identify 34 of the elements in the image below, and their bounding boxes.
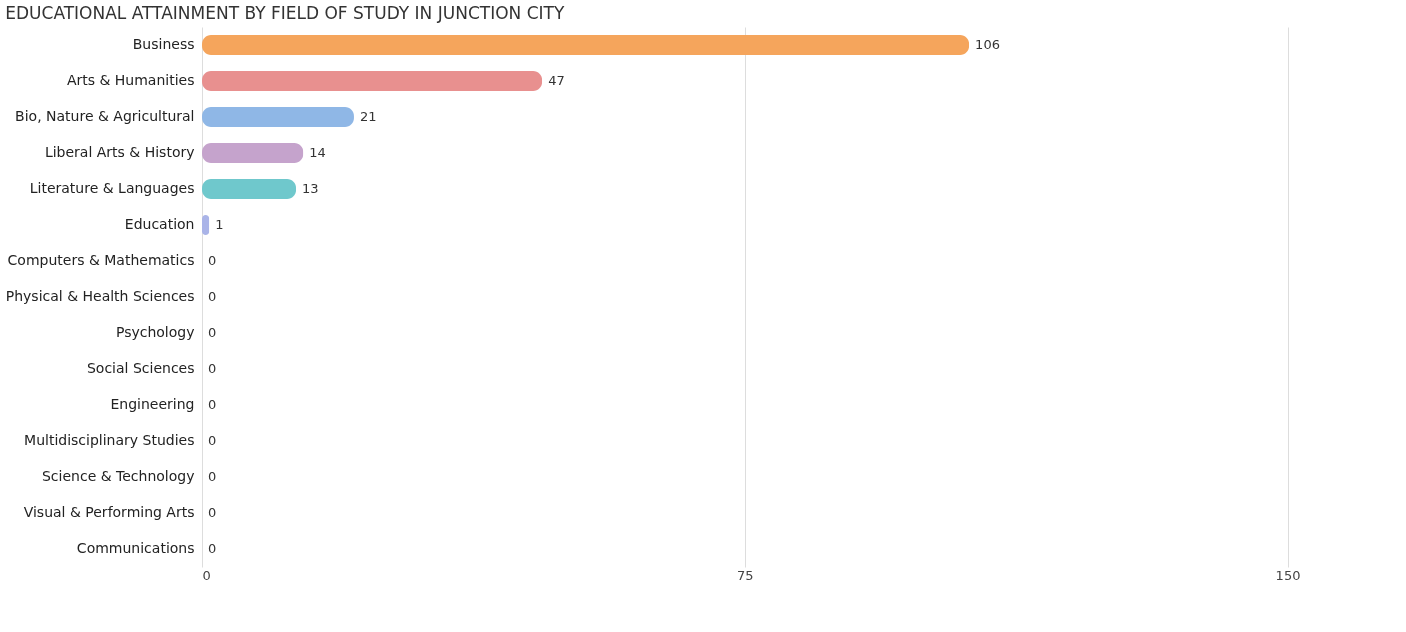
y-tick-label: Bio, Nature & Agricultural	[15, 108, 195, 124]
x-tick-label: 0	[202, 567, 211, 583]
data-label: 0	[208, 433, 217, 448]
data-label: 0	[208, 469, 217, 484]
data-label: 106	[975, 37, 1000, 52]
y-tick-label: Visual & Performing Arts	[23, 504, 195, 520]
y-tick-label: Business	[132, 36, 195, 52]
y-tick-label: Communications	[76, 540, 195, 556]
chart-title: EDUCATIONAL ATTAINMENT BY FIELD OF STUDY IN JUNCTION CITY	[5, 3, 565, 23]
y-tick-label: Education	[124, 216, 195, 232]
y-tick-label: Engineering	[110, 396, 195, 412]
y-tick-label: Social Sciences	[86, 360, 195, 376]
y-tick-label: Arts & Humanities	[66, 72, 195, 88]
data-label: 0	[208, 253, 217, 268]
data-label: 47	[548, 73, 565, 88]
data-label: 0	[208, 289, 217, 304]
y-tick-label: Multidisciplinary Studies	[24, 432, 195, 448]
data-label: 1	[215, 217, 224, 232]
data-label: 0	[208, 541, 217, 556]
data-label: 13	[302, 181, 319, 196]
data-label: 0	[208, 397, 217, 412]
y-tick-label: Physical & Health Sciences	[5, 288, 195, 304]
y-tick-label: Liberal Arts & History	[44, 144, 195, 160]
y-tick-label: Literature & Languages	[29, 180, 195, 196]
x-tick-label: 75	[736, 567, 754, 583]
x-tick-label: 150	[1275, 567, 1301, 583]
y-tick-label: Psychology	[115, 324, 195, 340]
y-tick-label: Science & Technology	[41, 468, 195, 484]
y-tick-label: Computers & Mathematics	[7, 252, 195, 268]
data-label: 14	[309, 145, 326, 160]
data-label: 0	[208, 505, 217, 520]
data-label: 21	[359, 109, 377, 124]
data-label: 0	[208, 361, 217, 376]
data-label: 0	[208, 325, 217, 340]
